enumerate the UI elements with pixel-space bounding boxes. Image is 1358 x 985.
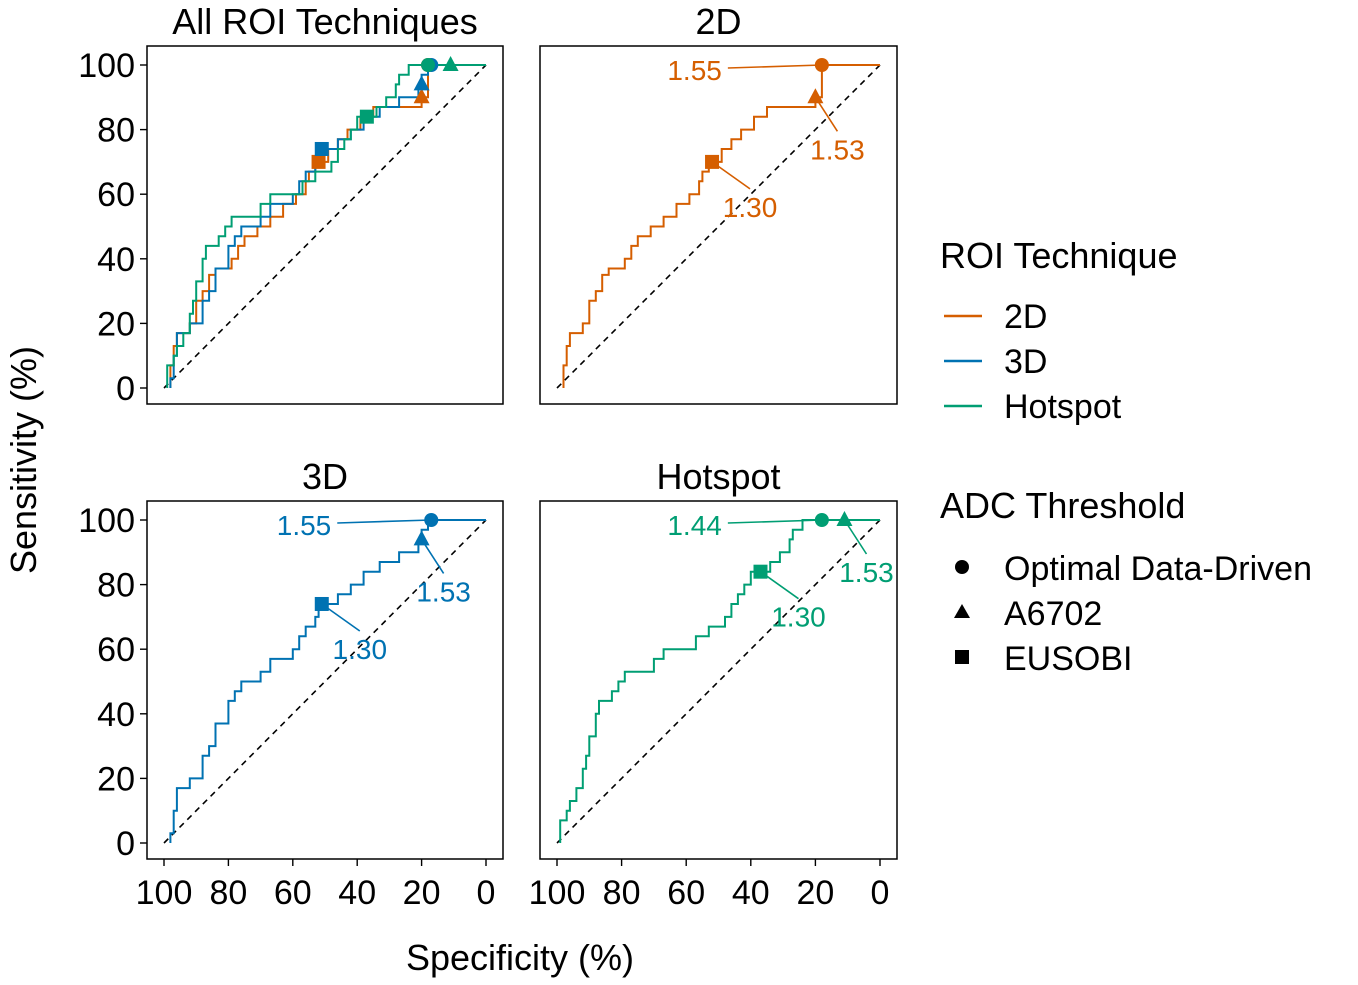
x-tick-label: 20 <box>403 874 441 912</box>
panel-title: 3D <box>302 456 348 497</box>
x-tick-label: 80 <box>209 874 247 912</box>
panel-3: 3D 0 20 40 60 80 100 100 80 60 40 20 0 1.55 1.53 1.30 <box>78 456 504 912</box>
y-tick-label: 0 <box>116 370 135 408</box>
y-tick-label: 40 <box>97 696 135 734</box>
x-tick-label: 40 <box>732 874 770 912</box>
panel-frame <box>146 45 504 405</box>
marker-a6702 <box>413 75 430 91</box>
legend-item-2d: 2D <box>1004 298 1047 336</box>
panels-layer: All ROI Techniques 0 20 40 60 80 100 2D 1.55 1.53… <box>78 1 898 912</box>
legend-item-optimal: Optimal Data-Driven <box>1004 550 1312 588</box>
y-tick-label: 40 <box>97 241 135 279</box>
marker-optimal <box>424 513 439 527</box>
y-tick-label: 80 <box>97 112 135 150</box>
x-axis-label: Specificity (%) <box>406 937 634 978</box>
x-tick-label: 80 <box>603 874 641 912</box>
y-tick-label: 20 <box>97 305 135 343</box>
marker-optimal <box>421 58 436 72</box>
legend-item-3d: 3D <box>1004 343 1047 381</box>
x-tick-label: 100 <box>529 874 586 912</box>
legend-item-eusobi: EUSOBI <box>1004 640 1132 678</box>
marker-optimal <box>814 58 829 72</box>
y-tick-label: 60 <box>97 631 135 669</box>
y-tick-label: 100 <box>78 502 135 540</box>
y-tick-label: 80 <box>97 567 135 605</box>
threshold-label: 1.30 <box>333 634 388 665</box>
y-tick-label: 0 <box>116 825 135 863</box>
panel-frame <box>539 500 898 860</box>
panel-2: 2D 1.55 1.53 1.30 <box>539 1 898 405</box>
x-tick-label: 20 <box>796 874 834 912</box>
legend-roi-title: ROI Technique <box>940 235 1177 276</box>
marker-a6702 <box>807 88 824 104</box>
marker-a6702 <box>836 511 853 526</box>
marker-optimal <box>814 513 829 527</box>
threshold-label: 1.55 <box>277 510 332 541</box>
roc-curve-hotspot <box>166 64 486 388</box>
threshold-label: 1.53 <box>839 557 894 588</box>
x-tick-label: 40 <box>338 874 376 912</box>
legend-item-a6702: A6702 <box>1004 595 1102 633</box>
y-tick-label: 60 <box>97 176 135 214</box>
y-axis-label: Sensitivity (%) <box>3 346 44 574</box>
marker-eusobi <box>359 109 374 124</box>
marker-eusobi <box>705 154 720 169</box>
panel-title: All ROI Techniques <box>172 1 478 42</box>
panel-4: Hotspot 100 80 60 40 20 0 1.44 1.53 1.30 <box>529 456 898 912</box>
marker-a6702 <box>442 56 459 71</box>
roc-curve-2d <box>562 64 880 388</box>
label-leader <box>727 64 822 69</box>
y-tick-label: 20 <box>97 760 135 798</box>
x-tick-label: 60 <box>274 874 312 912</box>
panel-title: Hotspot <box>656 456 780 497</box>
marker-eusobi <box>314 141 329 156</box>
roc-curve-3d <box>169 519 486 843</box>
threshold-label: 1.30 <box>771 602 826 633</box>
marker-eusobi <box>753 564 768 579</box>
x-tick-label: 60 <box>667 874 705 912</box>
label-leader <box>337 519 432 524</box>
threshold-label: 1.53 <box>810 134 865 165</box>
marker-a6702 <box>413 530 430 546</box>
legend-item-hotspot: Hotspot <box>1004 388 1122 426</box>
threshold-label: 1.53 <box>416 576 471 607</box>
roc-curve-hotspot <box>559 519 880 843</box>
threshold-label: 1.30 <box>723 192 778 223</box>
marker-eusobi <box>311 154 326 169</box>
panel-frame <box>539 45 898 405</box>
x-tick-label: 100 <box>136 874 193 912</box>
legend-square-marker <box>955 650 969 664</box>
x-tick-label: 0 <box>871 874 890 912</box>
threshold-label: 1.55 <box>667 55 722 86</box>
y-tick-label: 100 <box>78 47 135 85</box>
legend: ROI Technique 2D 3D Hotspot ADC Threshol… <box>940 235 1312 678</box>
threshold-label: 1.44 <box>667 510 722 541</box>
legend-circle-marker <box>955 560 969 574</box>
x-tick-label: 0 <box>477 874 496 912</box>
panel-title: 2D <box>695 1 741 42</box>
legend-triangle-marker <box>954 604 970 618</box>
marker-eusobi <box>314 596 329 611</box>
label-leader <box>727 519 822 524</box>
panel-1: All ROI Techniques 0 20 40 60 80 100 <box>78 1 504 408</box>
marker-a6702 <box>413 88 430 104</box>
legend-adc-title: ADC Threshold <box>940 485 1185 526</box>
panel-frame <box>146 500 504 860</box>
